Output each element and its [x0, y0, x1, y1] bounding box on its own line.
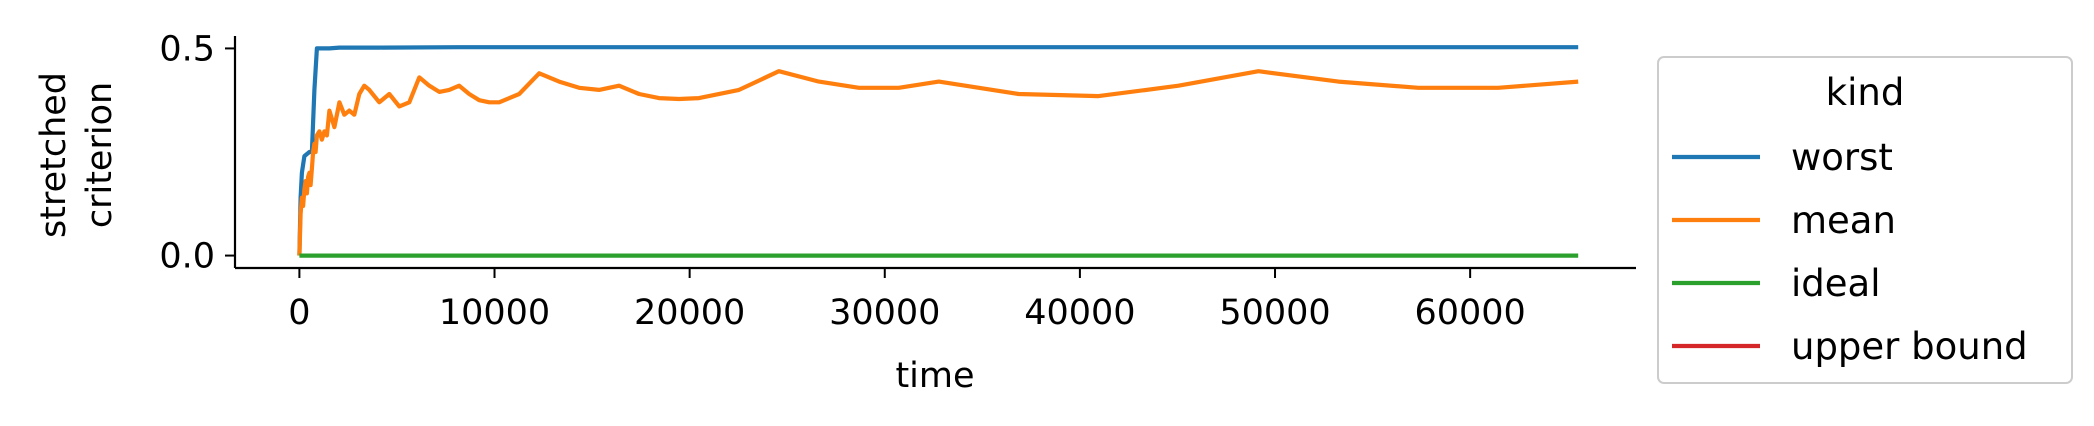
series-line-worst	[297, 45, 1579, 256]
x-tick-label: 30000	[829, 293, 940, 333]
x-tick-label: 20000	[634, 293, 745, 333]
x-tick-label: 40000	[1024, 293, 1135, 333]
x-ticks: 0 10000 20000 30000 40000 50000 60000	[288, 268, 1526, 333]
legend-label-ideal: ideal	[1791, 262, 1880, 305]
x-tick-label: 10000	[439, 293, 550, 333]
x-axis-label: time	[895, 356, 974, 396]
y-tick-label: 0.5	[159, 29, 215, 69]
x-tick-label: 0	[288, 293, 310, 333]
x-tick-label: 50000	[1219, 293, 1330, 333]
y-tick-label: 0.0	[159, 237, 215, 277]
legend-label-upper-bound: upper bound	[1791, 325, 2028, 368]
legend-label-worst: worst	[1791, 136, 1893, 179]
x-tick-label: 60000	[1414, 293, 1525, 333]
y-axis-label-line-1: stretched	[34, 72, 74, 238]
legend-title: kind	[1826, 71, 1905, 114]
y-axis-label-line-2: criterion	[80, 82, 120, 228]
legend: kind worst mean ideal upper bound	[1657, 56, 2073, 384]
plot-lines	[297, 45, 1579, 258]
y-axis-label: stretched criterion	[34, 72, 120, 238]
y-ticks: 0.0 0.5	[159, 29, 235, 277]
legend-frame	[1657, 56, 2073, 384]
legend-entries: worst mean ideal upper bound	[1672, 136, 2028, 368]
series-line-mean	[297, 69, 1579, 256]
axes	[233, 36, 1636, 270]
legend-label-mean: mean	[1791, 199, 1896, 242]
